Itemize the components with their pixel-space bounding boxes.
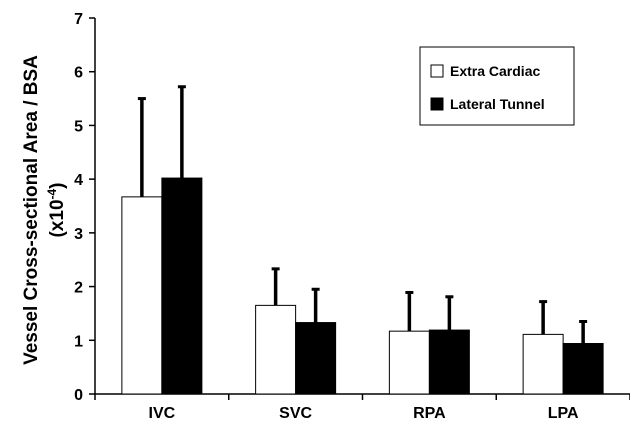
y-axis-label: Vessel Cross-sectional Area / BSA [21, 55, 42, 365]
y-tick-label: 6 [74, 65, 83, 82]
legend: Extra Cardiac Lateral Tunnel [419, 46, 575, 126]
legend-swatch-lateral-tunnel [430, 97, 444, 111]
category-label-ivc: IVC [149, 405, 176, 422]
y-tick-label: 2 [74, 280, 83, 297]
y-axis: 0 1 2 3 4 5 6 7 [74, 11, 96, 404]
y-tick-label: 1 [74, 333, 83, 350]
y-axis-label-multiplier: (x10-4) [45, 182, 68, 237]
multiplier-exponent: -4 [45, 188, 59, 199]
y-tick-label: 3 [74, 226, 83, 243]
bar-lateral-tunnel-svc [295, 322, 337, 395]
y-tick-label: 7 [74, 11, 83, 28]
error-bars [137, 85, 588, 344]
bar-extra-cardiac-rpa [388, 330, 430, 395]
x-axis [94, 393, 630, 400]
legend-swatch-extra-cardiac [430, 64, 444, 78]
bar-lateral-tunnel-rpa [428, 329, 470, 395]
bars [121, 177, 604, 395]
multiplier-suffix: ) [47, 182, 68, 188]
bar-extra-cardiac-ivc [121, 196, 163, 395]
legend-box [419, 46, 575, 126]
category-label-lpa: LPA [548, 405, 579, 422]
bar-lateral-tunnel-lpa [562, 343, 604, 395]
category-labels: IVC SVC RPA LPA [149, 405, 579, 422]
y-tick-label: 5 [74, 118, 83, 135]
legend-label-extra-cardiac: Extra Cardiac [450, 63, 540, 79]
bar-extra-cardiac-lpa [522, 333, 564, 395]
category-label-rpa: RPA [413, 405, 446, 422]
bar-extra-cardiac-svc [255, 304, 297, 395]
y-tick-label: 0 [74, 387, 83, 404]
y-tick-label: 4 [74, 172, 83, 189]
category-label-svc: SVC [279, 405, 312, 422]
bar-lateral-tunnel-ivc [161, 177, 203, 395]
multiplier-prefix: (x10 [47, 199, 68, 237]
legend-label-lateral-tunnel: Lateral Tunnel [450, 96, 545, 112]
